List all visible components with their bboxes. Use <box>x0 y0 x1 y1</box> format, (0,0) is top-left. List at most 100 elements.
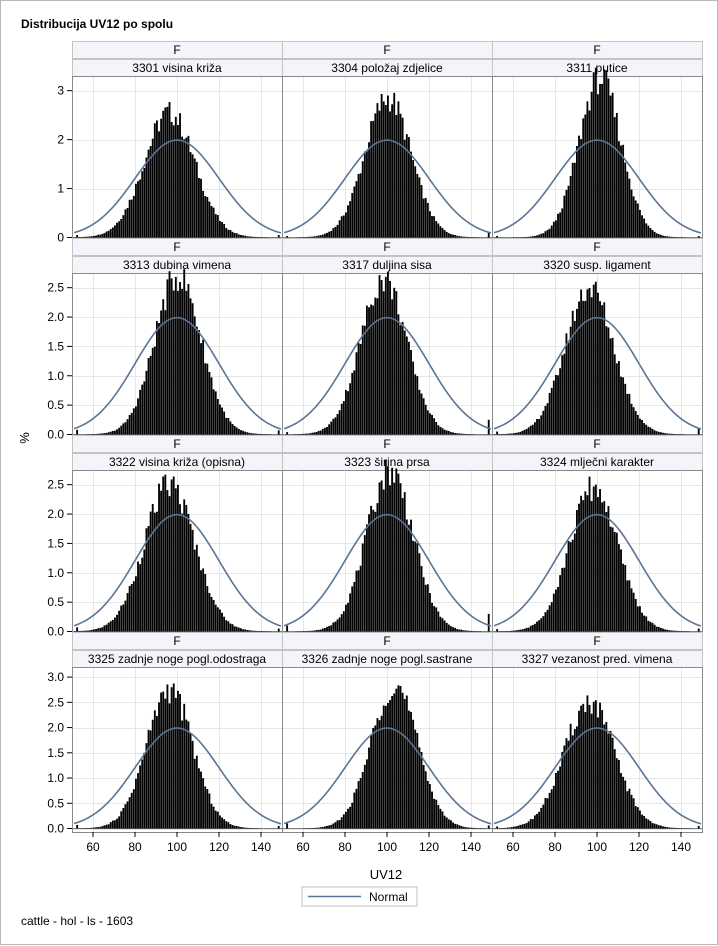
histogram-bar <box>160 311 162 435</box>
y-tick-label: 1.0 <box>47 771 64 785</box>
histogram-bar <box>110 432 112 435</box>
histogram-bar <box>526 823 528 829</box>
histogram-bar <box>330 422 332 435</box>
histogram-bar <box>240 628 242 631</box>
histogram-bar <box>377 298 379 434</box>
histogram-bar <box>389 485 391 631</box>
histogram-bar <box>204 196 206 237</box>
histogram-bar <box>534 815 536 828</box>
histogram-bar <box>574 534 576 632</box>
histogram-bar <box>528 628 530 632</box>
histogram-bar <box>633 407 635 434</box>
histogram-bar <box>167 279 169 434</box>
histogram-bar <box>232 624 234 631</box>
histogram-bar <box>603 69 605 237</box>
histogram-bar <box>341 404 343 435</box>
histogram-bar <box>629 179 631 238</box>
histogram-bar <box>150 146 152 238</box>
histogram-bar <box>349 383 351 434</box>
histogram-bar <box>517 826 519 829</box>
histogram-bar <box>442 428 444 434</box>
histogram-bar <box>339 820 341 828</box>
histogram-bar <box>538 620 540 631</box>
histogram-bar <box>437 425 439 434</box>
histogram-bar <box>362 543 364 631</box>
histogram-bar <box>660 826 662 829</box>
histogram-bar <box>410 152 412 238</box>
histogram-bar <box>587 695 589 828</box>
histogram-bar <box>542 411 544 435</box>
histogram-bar <box>328 232 330 238</box>
histogram-bar <box>578 136 580 238</box>
panel-trait-label: 3320 susp. ligament <box>543 258 651 272</box>
histogram-bar <box>118 611 120 632</box>
panel-group-label: F <box>593 43 600 57</box>
panel-trait-label: 3326 zadnje noge pogl.sastrane <box>302 652 473 666</box>
histogram-bar <box>108 231 110 238</box>
histogram-bar <box>622 564 624 632</box>
y-tick-label: 2.5 <box>47 281 64 295</box>
panel-group-label: F <box>173 43 180 57</box>
histogram-bar <box>584 114 586 237</box>
histogram-bar <box>104 825 106 828</box>
histogram-bar <box>429 413 431 434</box>
histogram-bar <box>532 625 534 631</box>
histogram-bar <box>108 623 110 632</box>
histogram-bar <box>519 825 521 829</box>
histogram-bar <box>614 117 616 237</box>
histogram-bar <box>637 415 639 435</box>
histogram-bar <box>446 817 448 828</box>
histogram-bar <box>563 568 565 632</box>
histogram-bar <box>618 141 620 237</box>
histogram-bar <box>570 542 572 631</box>
histogram-bar <box>192 303 194 434</box>
histogram-bar <box>423 199 425 238</box>
histogram-bar <box>641 613 643 632</box>
x-tick-label: 60 <box>86 840 100 854</box>
histogram-bar <box>116 615 118 632</box>
histogram-bar <box>440 226 442 237</box>
histogram-bar <box>112 431 114 435</box>
histogram-bar <box>286 626 288 632</box>
histogram-bar <box>171 122 173 238</box>
histogram-bar <box>656 233 658 237</box>
histogram-bar <box>549 393 551 435</box>
histogram-bar <box>192 530 194 632</box>
histogram-bar <box>211 206 213 238</box>
histogram-bar <box>448 625 450 632</box>
histogram-bar <box>372 510 374 632</box>
histogram-bar <box>658 825 660 828</box>
histogram-bar <box>99 628 101 632</box>
histogram-bar <box>408 342 410 435</box>
histogram-bar <box>206 197 208 238</box>
histogram-bar <box>200 772 202 829</box>
y-tick-label: 3.0 <box>47 670 64 684</box>
histogram-bar <box>582 704 584 829</box>
histogram-bar <box>437 224 439 238</box>
histogram-bar <box>192 741 194 829</box>
histogram-bar <box>461 826 463 829</box>
histogram-bar <box>570 176 572 238</box>
histogram-bar <box>626 394 628 435</box>
histogram-bar <box>658 234 660 237</box>
histogram-bar <box>631 795 633 829</box>
histogram-bar <box>616 113 618 238</box>
histogram-bar <box>110 822 112 828</box>
histogram-bar <box>190 298 192 434</box>
histogram-bar <box>658 432 660 435</box>
histogram-bar <box>624 565 626 631</box>
histogram-bar <box>572 311 574 435</box>
histogram-bar <box>395 689 397 829</box>
histogram-bar <box>185 505 187 632</box>
histogram-bar <box>221 408 223 435</box>
histogram-bar <box>425 585 427 632</box>
histogram-bar <box>519 432 521 435</box>
histogram-bar <box>183 139 185 237</box>
y-tick-label: 1.0 <box>47 369 64 383</box>
histogram-bar <box>553 786 555 829</box>
histogram-bar <box>639 811 641 829</box>
histogram-bar <box>387 96 389 238</box>
histogram-bar <box>137 398 139 434</box>
histogram-bar <box>400 686 402 828</box>
